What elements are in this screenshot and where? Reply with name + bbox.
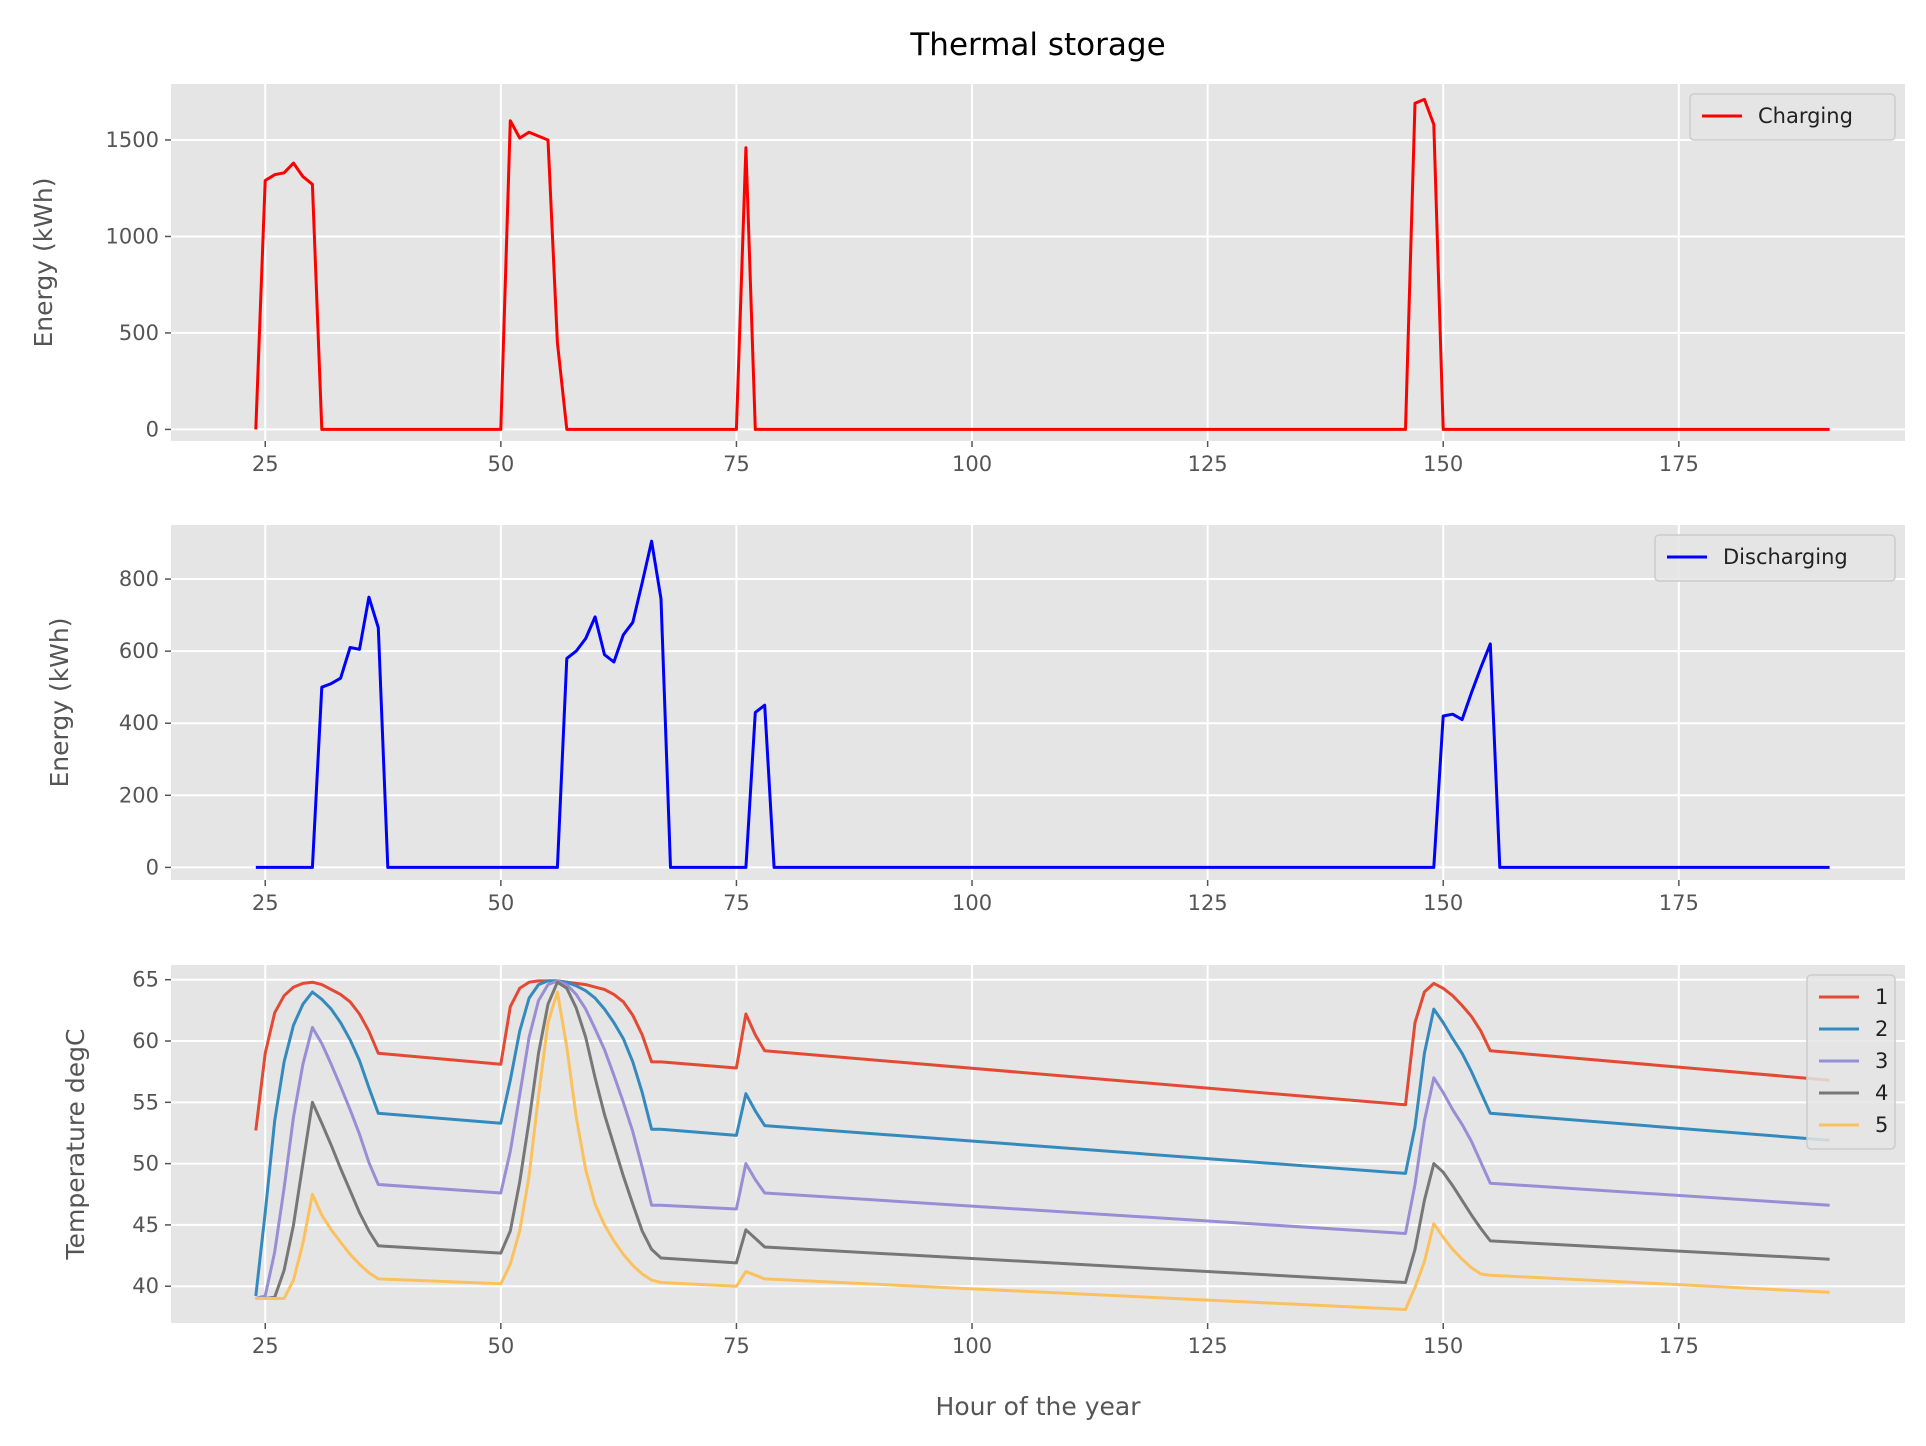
y-axis-label: Energy (kWh) (29, 177, 58, 347)
plot-background (171, 965, 1905, 1323)
y-tick-label: 0 (146, 417, 159, 441)
x-tick-label: 175 (1659, 452, 1699, 476)
y-tick-label: 45 (132, 1213, 159, 1237)
legend-label: 1 (1875, 985, 1888, 1009)
x-tick-label: 175 (1659, 891, 1699, 915)
y-tick-label: 1000 (106, 224, 159, 248)
legend-label: Discharging (1723, 545, 1848, 569)
x-tick-label: 50 (487, 1334, 514, 1358)
y-axis-label: Temperature degC (61, 1029, 90, 1261)
y-tick-label: 55 (132, 1090, 159, 1114)
x-tick-label: 150 (1423, 891, 1463, 915)
x-tick-label: 175 (1659, 1334, 1699, 1358)
x-tick-label: 50 (487, 452, 514, 476)
y-tick-label: 65 (132, 968, 159, 992)
panel-temperature: 25 50 75 100 125 150 175404550556065Temperatur… (61, 965, 1905, 1358)
x-tick-label: 125 (1188, 452, 1228, 476)
y-tick-label: 600 (119, 639, 159, 663)
panel-discharging: 25 50 75 100 125 150 175 0 200 400 600 800 Energy (k… (45, 525, 1905, 915)
legend: Charging (1690, 94, 1895, 140)
x-tick-label: 75 (723, 1334, 750, 1358)
legend: Discharging (1655, 535, 1895, 581)
x-tick-label: 25 (252, 1334, 279, 1358)
x-tick-label: 75 (723, 891, 750, 915)
x-tick-label: 25 (252, 452, 279, 476)
y-tick-label: 40 (132, 1274, 159, 1298)
legend-label: Charging (1758, 104, 1853, 128)
x-tick-label: 125 (1188, 891, 1228, 915)
x-tick-label: 75 (723, 452, 750, 476)
legend-label: 2 (1875, 1017, 1888, 1041)
legend-label: 5 (1875, 1113, 1888, 1137)
x-tick-label: 150 (1423, 452, 1463, 476)
legend: 1 2 3 4 5 (1807, 975, 1895, 1149)
y-tick-label: 1500 (106, 128, 159, 152)
x-tick-label: 100 (952, 891, 992, 915)
y-tick-label: 800 (119, 567, 159, 591)
legend-label: 4 (1875, 1081, 1888, 1105)
y-tick-label: 200 (119, 783, 159, 807)
x-tick-label: 100 (952, 1334, 992, 1358)
plot-background (171, 84, 1905, 441)
y-tick-label: 400 (119, 711, 159, 735)
x-tick-label: 150 (1423, 1334, 1463, 1358)
figure-title: Thermal storage (909, 27, 1165, 63)
legend-label: 3 (1875, 1049, 1888, 1073)
panel-charging: 25 50 75 100 125 150 175 0 500 1000 1500 Energy (kW… (29, 84, 1905, 476)
y-tick-label: 60 (132, 1029, 159, 1053)
y-axis-label: Energy (kWh) (45, 617, 74, 787)
y-tick-label: 0 (146, 855, 159, 879)
y-tick-label: 500 (119, 321, 159, 345)
x-tick-label: 25 (252, 891, 279, 915)
y-tick-label: 50 (132, 1152, 159, 1176)
x-tick-label: 100 (952, 452, 992, 476)
x-axis-label: Hour of the year (936, 1392, 1142, 1421)
x-tick-label: 125 (1188, 1334, 1228, 1358)
x-tick-label: 50 (487, 891, 514, 915)
